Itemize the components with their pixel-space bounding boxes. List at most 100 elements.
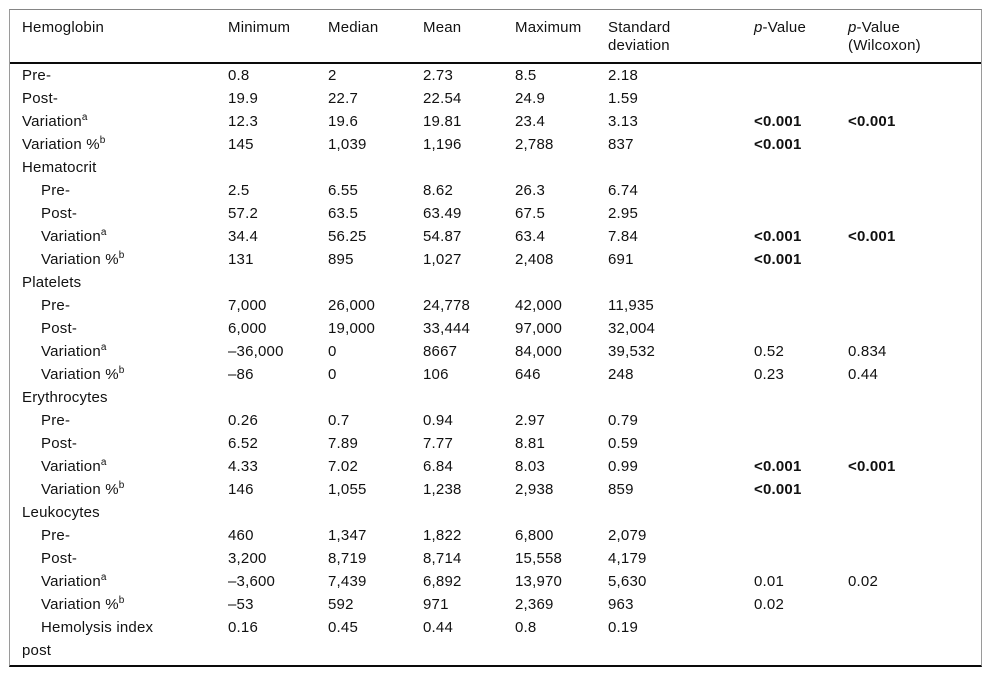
value-cell: –36,000 — [228, 343, 284, 360]
value-cell: 63.4 — [515, 228, 545, 245]
value-cell: 22.7 — [328, 90, 358, 107]
value-cell: 6.52 — [228, 435, 258, 452]
row-label: Post- — [41, 320, 78, 337]
table-header-row: Hemoglobin Minimum Median Mean Maximum S… — [10, 10, 981, 64]
value-cell: 19,000 — [328, 320, 376, 337]
table-row: Variationa 34.4 56.25 54.87 63.4 7.84 <0.001 <0… — [10, 225, 981, 248]
value-cell: <0.001 — [754, 458, 802, 475]
footnote-marker: b — [118, 480, 125, 491]
value-cell: 2.5 — [228, 182, 250, 199]
value-cell: 24,778 — [423, 297, 471, 314]
value-cell: 15,558 — [515, 550, 563, 567]
col-header-minimum: Minimum — [228, 19, 328, 62]
value-cell: 963 — [608, 596, 634, 613]
value-cell: 1,347 — [328, 527, 367, 544]
table-row: Pre- 2.5 6.55 8.62 26.3 6.74 — [10, 179, 981, 202]
col-header-label-rest: -Value — [856, 19, 900, 36]
table-row: Variation %b –86 0 106 646 248 0.23 0.44 — [10, 363, 981, 386]
value-cell: 0.16 — [228, 619, 258, 636]
value-cell — [848, 294, 981, 317]
value-cell: 6,800 — [515, 527, 554, 544]
value-cell: 4.33 — [228, 458, 258, 475]
col-header-label: Mean — [423, 19, 462, 36]
value-cell: 2,369 — [515, 596, 554, 613]
value-cell: 0.44 — [848, 366, 878, 383]
value-cell — [754, 64, 848, 87]
value-cell: –86 — [228, 366, 254, 383]
row-label: Pre- — [41, 527, 71, 544]
table-row: Variation %b 145 1,039 1,196 2,788 837 <0.001 — [10, 133, 981, 156]
value-cell: 1.59 — [608, 90, 638, 107]
value-cell: 0.8 — [228, 67, 250, 84]
value-cell: 54.87 — [423, 228, 462, 245]
value-cell — [754, 547, 848, 570]
row-label: Variationa — [41, 572, 107, 591]
value-cell — [754, 179, 848, 202]
value-cell: 2.73 — [423, 67, 453, 84]
table-row: Post- 19.9 22.7 22.54 24.9 1.59 — [10, 87, 981, 110]
value-cell: 57.2 — [228, 205, 258, 222]
value-cell: 26,000 — [328, 297, 376, 314]
row-label: Variationa — [22, 112, 88, 131]
value-cell: 0.99 — [608, 458, 638, 475]
value-cell: 8.62 — [423, 182, 453, 199]
value-cell: 6,000 — [228, 320, 267, 337]
value-cell: 8667 — [423, 343, 458, 360]
value-cell: 0 — [328, 343, 337, 360]
section-label: Leukocytes — [22, 504, 100, 521]
value-cell: 131 — [228, 251, 254, 268]
continuation-row: post — [10, 639, 981, 662]
value-cell: 63.5 — [328, 205, 358, 222]
value-cell: 1,027 — [423, 251, 462, 268]
section-row: Platelets — [10, 271, 981, 294]
value-cell: 106 — [423, 366, 449, 383]
value-cell: 646 — [515, 366, 541, 383]
value-cell: 7.89 — [328, 435, 358, 452]
value-cell: 56.25 — [328, 228, 367, 245]
value-cell — [848, 478, 981, 501]
value-cell: 97,000 — [515, 320, 563, 337]
row-label: Post- — [41, 205, 78, 222]
col-header-label: Standard — [608, 19, 671, 36]
value-cell: <0.001 — [754, 136, 802, 153]
row-label: Pre- — [41, 297, 71, 314]
value-cell: 0 — [328, 366, 337, 383]
value-cell: 39,532 — [608, 343, 656, 360]
footnote-marker: a — [100, 457, 107, 468]
value-cell: <0.001 — [754, 251, 802, 268]
row-label: Post- — [41, 550, 78, 567]
value-cell — [848, 179, 981, 202]
value-cell: 42,000 — [515, 297, 563, 314]
value-cell — [754, 317, 848, 340]
value-cell: 2 — [328, 67, 337, 84]
table-row: Variation %b 146 1,055 1,238 2,938 859 <0.001 — [10, 478, 981, 501]
table-row: Variation %b 131 895 1,027 2,408 691 <0.001 — [10, 248, 981, 271]
value-cell — [754, 87, 848, 110]
value-cell — [848, 202, 981, 225]
col-header-standard-deviation: Standard deviation — [608, 19, 754, 62]
value-cell: 3,200 — [228, 550, 267, 567]
row-label: Pre- — [41, 182, 71, 199]
value-cell: 146 — [228, 481, 254, 498]
value-cell: 63.49 — [423, 205, 462, 222]
value-cell: 32,004 — [608, 320, 656, 337]
col-header-label: Hemoglobin — [22, 19, 105, 36]
value-cell: 6.84 — [423, 458, 453, 475]
value-cell: 1,055 — [328, 481, 367, 498]
value-cell: <0.001 — [754, 113, 802, 130]
value-cell: 13,970 — [515, 573, 563, 590]
col-header-p-value: p-Value — [754, 19, 848, 62]
value-cell: 19.6 — [328, 113, 358, 130]
value-cell: 2,079 — [608, 527, 647, 544]
col-header-label: p-Value — [754, 19, 848, 37]
value-cell — [848, 317, 981, 340]
value-cell — [754, 202, 848, 225]
value-cell — [848, 87, 981, 110]
value-cell: <0.001 — [848, 228, 896, 245]
value-cell: 0.01 — [754, 573, 784, 590]
value-cell: 6.74 — [608, 182, 638, 199]
value-cell: 0.26 — [228, 412, 258, 429]
value-cell: 691 — [608, 251, 634, 268]
value-cell: 0.02 — [848, 573, 878, 590]
table-row: Pre- 7,000 26,000 24,778 42,000 11,935 — [10, 294, 981, 317]
